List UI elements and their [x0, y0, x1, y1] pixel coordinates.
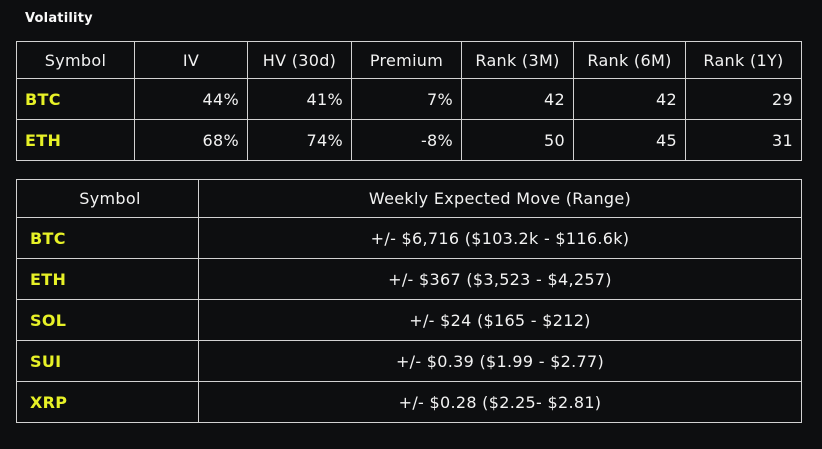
table-row-btc: BTC 44% 41% 7% 42 42 29	[16, 78, 802, 120]
weekly-expected-move-table: Symbol Weekly Expected Move (Range) BTC …	[16, 179, 802, 423]
table-row-sui: SUI +/- $0.39 ($1.99 - $2.77)	[16, 340, 802, 382]
rank-3m-cell: 50	[461, 119, 574, 161]
range-cell: +/- $0.39 ($1.99 - $2.77)	[198, 340, 802, 382]
hv30d-cell: 74%	[247, 119, 352, 161]
rank-6m-cell: 42	[573, 78, 686, 120]
table-row-sol: SOL +/- $24 ($165 - $212)	[16, 299, 802, 341]
range-cell: +/- $24 ($165 - $212)	[198, 299, 802, 341]
volatility-table: Symbol IV HV (30d) Premium Rank (3M) Ran…	[16, 41, 802, 161]
symbol-cell: ETH	[16, 119, 135, 161]
symbol-cell: BTC	[16, 217, 199, 259]
symbol-cell: XRP	[16, 381, 199, 423]
header-weekly-expected-move: Weekly Expected Move (Range)	[198, 179, 802, 218]
symbol-cell: ETH	[16, 258, 199, 300]
range-cell: +/- $6,716 ($103.2k - $116.6k)	[198, 217, 802, 259]
table-row-eth: ETH +/- $367 ($3,523 - $4,257)	[16, 258, 802, 300]
rank-1y-cell: 29	[685, 78, 802, 120]
premium-cell: 7%	[351, 78, 462, 120]
symbol-cell: SOL	[16, 299, 199, 341]
range-cell: +/- $0.28 ($2.25- $2.81)	[198, 381, 802, 423]
table-row-btc: BTC +/- $6,716 ($103.2k - $116.6k)	[16, 217, 802, 259]
header-symbol: Symbol	[16, 41, 135, 79]
rank-1y-cell: 31	[685, 119, 802, 161]
header-symbol: Symbol	[16, 179, 199, 218]
symbol-cell: SUI	[16, 340, 199, 382]
volatility-header-row: Symbol IV HV (30d) Premium Rank (3M) Ran…	[16, 41, 802, 79]
table-row-eth: ETH 68% 74% -8% 50 45 31	[16, 119, 802, 161]
header-iv: IV	[134, 41, 248, 79]
premium-cell: -8%	[351, 119, 462, 161]
header-hv30d: HV (30d)	[247, 41, 352, 79]
header-rank-3m: Rank (3M)	[461, 41, 574, 79]
hv30d-cell: 41%	[247, 78, 352, 120]
symbol-cell: BTC	[16, 78, 135, 120]
iv-cell: 68%	[134, 119, 248, 161]
range-cell: +/- $367 ($3,523 - $4,257)	[198, 258, 802, 300]
iv-cell: 44%	[134, 78, 248, 120]
header-premium: Premium	[351, 41, 462, 79]
header-rank-1y: Rank (1Y)	[685, 41, 802, 79]
page-title: Volatility	[25, 11, 93, 26]
move-header-row: Symbol Weekly Expected Move (Range)	[16, 179, 802, 218]
rank-6m-cell: 45	[573, 119, 686, 161]
table-row-xrp: XRP +/- $0.28 ($2.25- $2.81)	[16, 381, 802, 423]
header-rank-6m: Rank (6M)	[573, 41, 686, 79]
rank-3m-cell: 42	[461, 78, 574, 120]
